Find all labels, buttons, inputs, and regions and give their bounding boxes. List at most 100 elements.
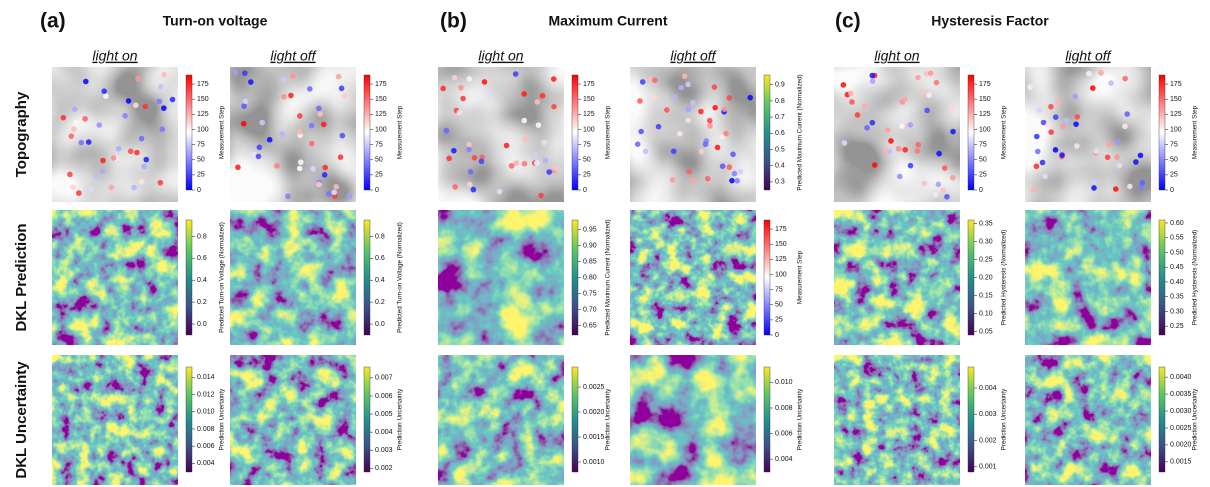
colorbar-tick-label: 100	[583, 126, 595, 133]
scan-point	[1133, 159, 1139, 165]
scan-point	[651, 95, 657, 101]
scan-point	[855, 112, 861, 118]
scan-point	[83, 79, 89, 85]
scan-point	[747, 95, 753, 101]
scan-point	[471, 187, 477, 193]
scan-point	[1027, 84, 1033, 90]
map-image	[52, 210, 178, 345]
scan-point	[1053, 114, 1059, 120]
scan-point	[243, 98, 249, 104]
scan-point	[899, 123, 905, 129]
colorbar-tick-label: 0.007	[375, 375, 393, 382]
scan-point	[908, 163, 914, 169]
scan-point	[915, 148, 921, 154]
scan-point	[340, 133, 346, 139]
scan-point	[1046, 122, 1052, 128]
scan-point	[339, 86, 345, 92]
map-image	[230, 355, 356, 485]
colorbar-tick-label: 0.0	[197, 321, 207, 328]
scan-point	[317, 111, 323, 117]
scan-point	[139, 179, 145, 185]
column-label: light on	[874, 48, 919, 64]
scan-point	[93, 174, 99, 180]
colorbar	[1159, 220, 1165, 335]
scan-point	[551, 104, 557, 110]
colorbar-tick-label: 75	[775, 286, 783, 293]
scan-point	[55, 183, 61, 189]
colorbar-tick-label: 0.003	[375, 447, 393, 454]
colorbar-tick-label: 0.30	[1170, 308, 1184, 315]
scan-point	[100, 158, 106, 164]
scan-point	[242, 70, 248, 76]
colorbar	[364, 220, 370, 335]
colorbar	[968, 220, 974, 335]
colorbar-tick-label: 50	[1170, 157, 1178, 164]
colorbar-tick-label: 0.3	[775, 179, 785, 186]
colorbar-tick-label: 0.60	[1170, 220, 1184, 227]
scan-point	[885, 127, 891, 133]
colorbar-tick-label: 0.05	[979, 328, 993, 335]
scan-point	[647, 76, 653, 82]
colorbar-tick-label: 0.5	[775, 146, 785, 153]
scan-point	[915, 75, 921, 81]
scan-point	[241, 121, 247, 127]
scan-point	[934, 80, 940, 86]
scan-point	[1041, 120, 1047, 126]
scan-point	[848, 91, 854, 97]
scan-point	[336, 74, 342, 80]
scan-point	[267, 137, 273, 143]
scan-point	[326, 191, 332, 197]
colorbar-tick-label: 0.25	[979, 256, 993, 263]
scan-point	[1059, 152, 1065, 158]
scan-point	[670, 177, 676, 183]
colorbar-tick-label: 175	[979, 81, 991, 88]
colorbar-tick-label: 0.002	[979, 437, 997, 444]
scan-point	[698, 109, 704, 115]
scan-point	[452, 184, 458, 190]
scan-point	[342, 93, 348, 99]
scan-point	[509, 163, 515, 169]
scan-point	[235, 164, 241, 170]
colorbar-tick-label: 0.006	[375, 393, 393, 400]
scan-point	[950, 129, 956, 135]
colorbar-tick-label: 100	[979, 126, 991, 133]
scan-point	[497, 189, 503, 195]
scan-point	[67, 172, 73, 178]
column-label: light off	[1065, 48, 1112, 64]
colorbar-tick-label: 25	[197, 172, 205, 179]
scan-point	[536, 122, 542, 128]
colorbar-tick-label: 50	[775, 302, 783, 309]
colorbar-tick-label: 0.0025	[583, 384, 605, 391]
colorbar-tick-label: 0.50	[1170, 249, 1184, 256]
scan-point	[82, 116, 88, 122]
scan-point	[322, 165, 328, 171]
colorbar-label: Predicted Turn-on Voltage (Normalized)	[397, 222, 404, 333]
scan-point	[1091, 185, 1097, 191]
scan-point	[727, 95, 733, 101]
scan-point	[1122, 124, 1128, 130]
scan-point	[257, 145, 263, 151]
colorbar-tick-label: 25	[583, 172, 591, 179]
scan-point	[513, 71, 519, 77]
scan-point	[1075, 114, 1081, 120]
scan-point	[543, 158, 549, 164]
colorbar-tick-label: 0.002	[375, 465, 393, 472]
colorbar-tick-label: 0.70	[583, 306, 597, 313]
scan-point	[142, 104, 148, 110]
scan-point	[70, 184, 76, 190]
panel-label: (b)	[440, 10, 467, 33]
scan-point	[686, 117, 692, 123]
scan-point	[920, 89, 926, 95]
colorbar-label: Prediction Uncertainty	[397, 388, 404, 450]
scan-point	[1140, 180, 1146, 186]
scan-point	[1091, 179, 1097, 185]
scan-point	[864, 125, 870, 131]
scan-point	[672, 94, 678, 100]
scan-point	[552, 166, 558, 172]
scan-point	[68, 133, 74, 139]
colorbar-tick-label: 75	[375, 141, 383, 148]
scan-point	[61, 115, 67, 121]
scan-point	[1106, 142, 1112, 148]
colorbar-tick-label: 0	[197, 187, 201, 194]
colorbar-tick-label: 0.6	[197, 255, 207, 262]
